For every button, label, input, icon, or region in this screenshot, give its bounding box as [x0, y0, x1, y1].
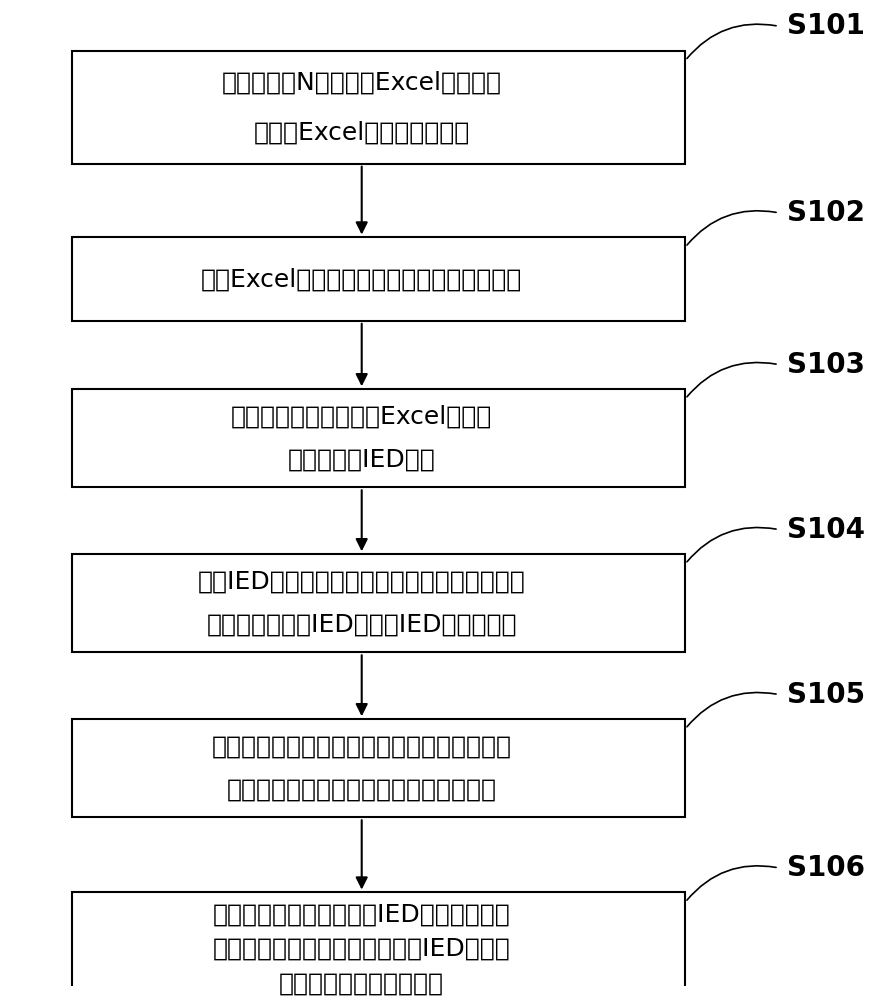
Text: 以图形化方式显示当前一组虚连接的细节: 以图形化方式显示当前一组虚连接的细节 [227, 778, 497, 802]
Bar [72, 51, 685, 164]
Text: 响应图形化界面上的双击IED矩形框事件，: 响应图形化界面上的双击IED矩形框事件， [213, 903, 510, 927]
Bar [72, 892, 685, 1000]
Bar [72, 237, 685, 321]
Text: 将各Excel表文件名以下拉列表方式进行显示: 将各Excel表文件名以下拉列表方式进行显示 [201, 267, 523, 291]
Bar [72, 554, 685, 652]
Text: 响应图形化界面上的点击箭头事件，在界面上: 响应图形化界面上的点击箭头事件，在界面上 [212, 735, 512, 759]
Text: 响应IED列表点击事件，在界面上以图形化方式: 响应IED列表点击事件，在界面上以图形化方式 [198, 570, 525, 594]
Text: 对每个Excel表文件加以解析: 对每个Excel表文件加以解析 [253, 120, 470, 144]
Text: 输出虚连接与输入虚连接: 输出虚连接与输入虚连接 [279, 971, 444, 995]
Text: S103: S103 [788, 351, 865, 379]
Text: S102: S102 [788, 199, 865, 227]
Bar [72, 389, 685, 487]
Text: 显示当前所点击IED与相联IED之间的联系: 显示当前所点击IED与相联IED之间的联系 [207, 613, 517, 637]
Text: 采用列表方式显示某个Excel表文件: 采用列表方式显示某个Excel表文件 [231, 405, 493, 429]
Text: 一次性读入N个虚端子Excel表文件，: 一次性读入N个虚端子Excel表文件， [222, 70, 502, 94]
Text: S101: S101 [788, 12, 865, 40]
Bar [72, 719, 685, 817]
Text: 包含的所有IED名称: 包含的所有IED名称 [288, 448, 435, 472]
Text: 在界面上以图形化方式显示当前IED的所有: 在界面上以图形化方式显示当前IED的所有 [213, 937, 510, 961]
Text: S104: S104 [788, 516, 865, 544]
Text: S106: S106 [788, 854, 865, 882]
Text: S105: S105 [788, 681, 865, 709]
